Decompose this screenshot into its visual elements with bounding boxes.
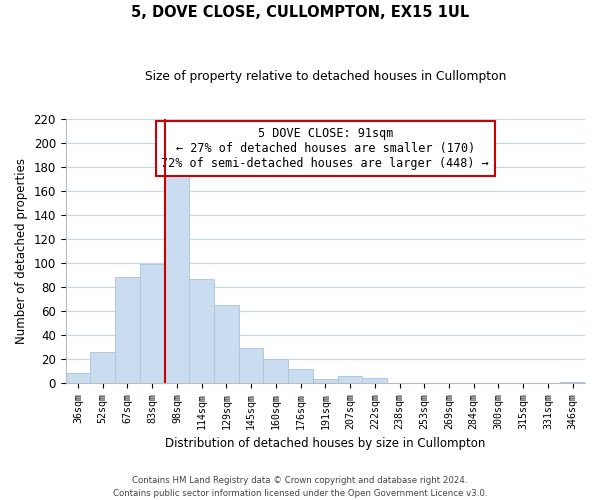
Y-axis label: Number of detached properties: Number of detached properties <box>15 158 28 344</box>
Text: Contains HM Land Registry data © Crown copyright and database right 2024.
Contai: Contains HM Land Registry data © Crown c… <box>113 476 487 498</box>
Bar <box>115 278 140 383</box>
Bar <box>65 374 91 383</box>
Bar <box>140 264 164 383</box>
Title: Size of property relative to detached houses in Cullompton: Size of property relative to detached ho… <box>145 70 506 83</box>
Bar <box>313 380 338 383</box>
Bar <box>164 174 190 383</box>
X-axis label: Distribution of detached houses by size in Cullompton: Distribution of detached houses by size … <box>165 437 485 450</box>
Bar <box>190 278 214 383</box>
Bar <box>560 382 585 383</box>
Bar <box>263 359 288 383</box>
Text: 5, DOVE CLOSE, CULLOMPTON, EX15 1UL: 5, DOVE CLOSE, CULLOMPTON, EX15 1UL <box>131 5 469 20</box>
Bar <box>91 352 115 383</box>
Text: 5 DOVE CLOSE: 91sqm
← 27% of detached houses are smaller (170)
72% of semi-detac: 5 DOVE CLOSE: 91sqm ← 27% of detached ho… <box>161 127 489 170</box>
Bar <box>239 348 263 383</box>
Bar <box>214 305 239 383</box>
Bar <box>338 376 362 383</box>
Bar <box>288 368 313 383</box>
Bar <box>362 378 387 383</box>
